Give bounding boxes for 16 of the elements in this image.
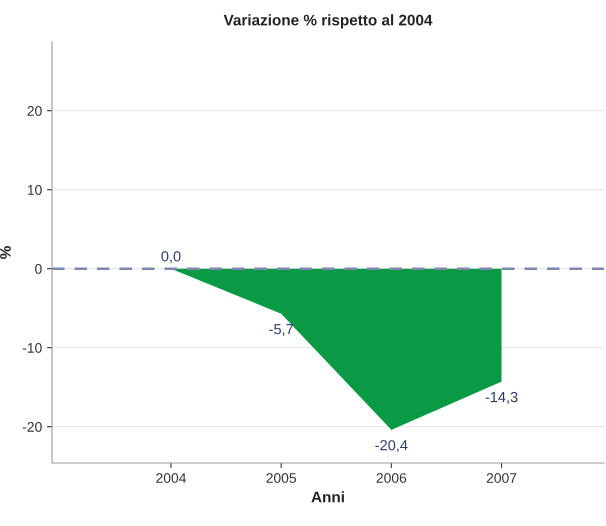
x-tick-label: 2005 bbox=[266, 473, 296, 483]
data-label: 0,0 bbox=[161, 251, 181, 264]
y-axis-title: % bbox=[0, 246, 11, 259]
x-tick-label: 2004 bbox=[156, 473, 186, 483]
data-label: -20,4 bbox=[375, 440, 408, 452]
y-tick-label: -10 bbox=[22, 343, 42, 353]
data-label: -14,3 bbox=[486, 392, 518, 404]
x-tick-label: 2007 bbox=[486, 473, 516, 483]
y-tick-label: 20 bbox=[28, 106, 42, 116]
chart-title: Variazione % rispetto al 2004 bbox=[224, 14, 432, 29]
data-label: -5,7 bbox=[269, 324, 294, 336]
x-tick-label: 2006 bbox=[376, 473, 406, 483]
y-tick-label: 0 bbox=[35, 264, 42, 274]
y-tick-label: 10 bbox=[28, 185, 42, 195]
y-tick-label: -20 bbox=[22, 422, 42, 432]
x-axis-title: Anni bbox=[311, 491, 344, 502]
